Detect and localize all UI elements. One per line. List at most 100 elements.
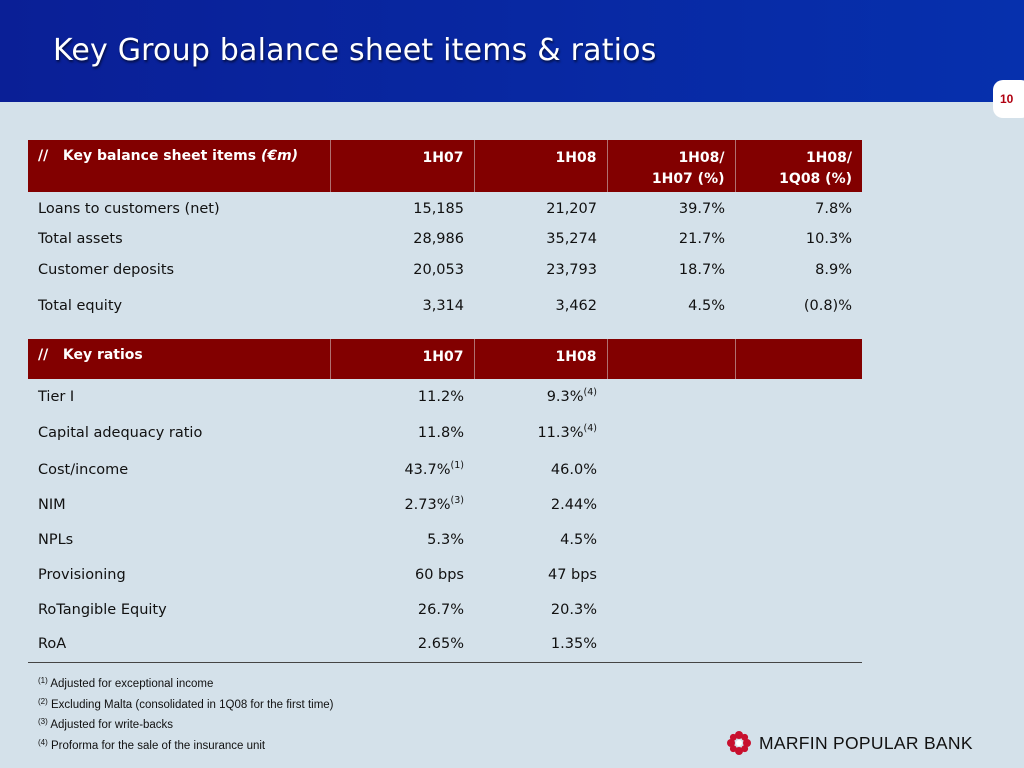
value-1h07: 3,314 (422, 297, 464, 314)
header-1h08: 1H08 (474, 339, 608, 379)
footnote-item: (1) Adjusted for exceptional income (38, 677, 334, 699)
header-empty (735, 339, 862, 379)
key-ratios-header-label: // Key ratios (28, 339, 331, 379)
value-1h07: 2.73%(3) (330, 488, 474, 522)
footnote-item: (2) Excluding Malta (consolidated in 1Q0… (38, 696, 334, 720)
header-1h08-vs-1q08-line2: 1Q08 (%) (779, 171, 852, 187)
value-1h08: 1.35% (474, 627, 607, 662)
value-qoq: (0.8)% (803, 297, 852, 314)
value-1h08: 11.3%(4) (474, 414, 607, 451)
balance-sheet-table: // Key balance sheet items (€m) 1H07 1H0… (28, 140, 862, 323)
value-1h07: 43.7%(1) (330, 451, 474, 488)
value-1h08: 4.5% (474, 522, 607, 557)
value-text: 2.65% (417, 636, 464, 653)
bank-logo: MARFIN POPULAR BANK (726, 730, 973, 756)
value-1h08: 23,793 (546, 262, 597, 278)
value-1h07: 28,986 (413, 230, 464, 247)
value-1h07: 15,185 (413, 200, 464, 217)
empty-cell (607, 414, 735, 451)
footnote-item: (4) Proforma for the sale of the insuran… (38, 737, 334, 761)
row-label: RoTangible Equity (38, 601, 167, 618)
value-1h08: 2.44% (474, 488, 607, 522)
value-text: 46.0% (550, 461, 597, 478)
row-label: Provisioning (38, 566, 126, 583)
page-number-badge (993, 80, 1024, 118)
value-text: 26.7% (417, 601, 464, 618)
value-text: 1.35% (550, 636, 597, 653)
footnote-ref: (3) (450, 495, 464, 506)
row-label: Loans to customers (net) (38, 200, 220, 217)
brand-name: MARFIN POPULAR BANK (759, 732, 973, 753)
table-row: Cost/income 43.7%(1) 46.0% (28, 451, 862, 488)
header-prefix: // (38, 347, 49, 363)
header-1h08-vs-1q08: 1H08/1Q08 (%) (735, 140, 862, 192)
empty-cell (607, 488, 735, 522)
table-row: Capital adequacy ratio 11.8% 11.3%(4) (28, 414, 862, 451)
row-label: NPLs (38, 531, 74, 548)
value-1h07: 2.65% (330, 627, 474, 662)
header-label-text: Key balance sheet items (62, 148, 257, 164)
key-ratios-table: // Key ratios 1H07 1H08 Tier I 11.2% 9.3… (28, 339, 862, 663)
empty-cell (735, 451, 862, 488)
footnote-ref: (4) (583, 386, 597, 398)
row-label: Customer deposits (38, 262, 175, 278)
value-1h07: 20,053 (413, 262, 464, 278)
balance-sheet-header-row: // Key balance sheet items (€m) 1H07 1H0… (28, 140, 862, 192)
header-1h07: 1H07 (330, 140, 475, 192)
title-bar: Key Group balance sheet items & ratios (0, 0, 1024, 102)
row-label: Capital adequacy ratio (38, 424, 203, 441)
empty-cell (735, 557, 862, 592)
footnote-mark: (4) (38, 737, 48, 747)
value-1h07: 60 bps (330, 557, 474, 592)
value-text: 2.73% (404, 497, 451, 513)
empty-cell (607, 592, 735, 627)
page-number: 10 (1000, 92, 1014, 106)
value-1h08: 3,462 (555, 297, 597, 314)
table-row: Loans to customers (net) 15,185 21,207 3… (28, 192, 862, 225)
slide-title: Key Group balance sheet items & ratios (53, 33, 657, 68)
empty-cell (607, 627, 735, 662)
balance-sheet-header-label: // Key balance sheet items (€m) (28, 140, 331, 192)
value-text: 11.8% (417, 424, 464, 441)
row-label: Tier I (38, 388, 75, 405)
empty-cell (735, 379, 862, 414)
value-text: 9.3% (546, 388, 584, 405)
table-row: Provisioning 60 bps 47 bps (28, 557, 862, 592)
value-1h07: 5.3% (330, 522, 474, 557)
table-row: Customer deposits 20,053 23,793 18.7% 8.… (28, 252, 862, 288)
table-row: NIM 2.73%(3) 2.44% (28, 488, 862, 522)
table-row: RoTangible Equity 26.7% 20.3% (28, 592, 862, 627)
empty-cell (607, 557, 735, 592)
value-text: 11.3% (537, 424, 584, 441)
value-text: 47 bps (547, 566, 597, 583)
table-row: Total assets 28,986 35,274 21.7% 10.3% (28, 225, 862, 252)
value-text: 11.2% (417, 388, 464, 405)
value-qoq: 7.8% (815, 200, 852, 217)
footnote-mark: (3) (38, 717, 48, 726)
empty-cell (735, 414, 862, 451)
value-text: 60 bps (414, 566, 464, 583)
empty-cell (607, 451, 735, 488)
value-text: 43.7% (404, 461, 451, 478)
value-yoy: 18.7% (678, 262, 725, 278)
footnote-mark: (2) (38, 696, 48, 706)
table-row: Tier I 11.2% 9.3%(4) (28, 379, 862, 414)
header-1h08-vs-1h07-line2: 1H07 (%) (651, 171, 725, 187)
empty-cell (735, 522, 862, 557)
value-1h08: 21,207 (546, 200, 597, 217)
value-1h08: 20.3% (474, 592, 607, 627)
value-text: 2.44% (550, 497, 597, 513)
value-1h07: 11.2% (330, 379, 474, 414)
header-1h08-vs-1h07-line1: 1H08/ (678, 150, 725, 166)
value-yoy: 39.7% (678, 200, 725, 217)
footnote-text: Proforma for the sale of the insurance u… (50, 739, 266, 752)
header-unit: (€m) (260, 148, 299, 164)
header-1h08: 1H08 (474, 140, 608, 192)
key-ratios-header-row: // Key ratios 1H07 1H08 (28, 339, 862, 379)
footnote-ref: (4) (583, 422, 597, 434)
value-1h08: 9.3%(4) (474, 379, 607, 414)
footnote-text: Excluding Malta (consolidated in 1Q08 fo… (50, 698, 334, 711)
empty-cell (735, 488, 862, 522)
table-row: Total equity 3,314 3,462 4.5% (0.8)% (28, 288, 862, 323)
header-label-text: Key ratios (62, 347, 143, 363)
